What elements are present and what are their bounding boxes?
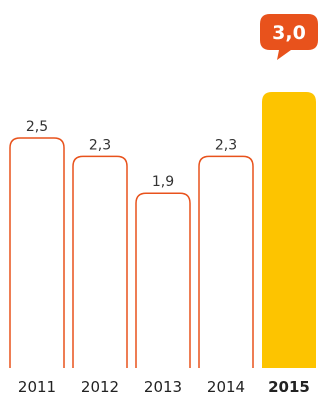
bar-2012 <box>72 155 128 368</box>
x-tick-label: 2011 <box>18 378 56 396</box>
data-label-highlight: 3,0 <box>272 22 306 44</box>
data-label: 2,5 <box>26 119 48 135</box>
x-tick-label: 2012 <box>81 378 119 396</box>
data-label: 2,3 <box>215 137 237 153</box>
x-tick-label: 2013 <box>144 378 182 396</box>
data-label: 1,9 <box>152 174 174 190</box>
x-tick-label: 2014 <box>207 378 245 396</box>
x-tick-label: 2015 <box>268 378 310 396</box>
data-label: 2,3 <box>89 137 111 153</box>
callout-bubble <box>260 14 318 60</box>
bar-2015 <box>262 92 316 368</box>
bar-2011 <box>9 137 65 368</box>
bar-2014 <box>198 155 254 368</box>
bar-2013 <box>135 192 191 368</box>
